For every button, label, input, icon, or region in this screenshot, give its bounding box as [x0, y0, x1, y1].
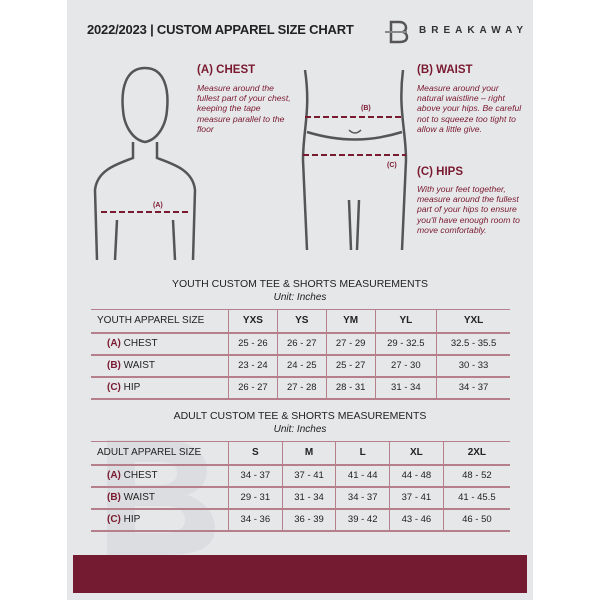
row-label: (A) CHEST [91, 332, 229, 356]
header-label: ADULT APPAREL SIZE [91, 441, 229, 466]
row-name: HIP [123, 514, 141, 525]
page-title: 2022/2023 | CUSTOM APPAREL SIZE CHART [87, 22, 354, 37]
size-header: XL [389, 441, 444, 466]
table-cell: 26 - 27 [276, 332, 327, 356]
table-cell: 25 - 26 [228, 332, 278, 356]
row-label: (C) HIP [91, 508, 229, 532]
table-cell: 48 - 52 [442, 464, 510, 488]
youth-unit: Unit: Inches [273, 292, 327, 303]
table-row: (A) CHEST 34 - 37 37 - 41 41 - 44 44 - 48 48 … [91, 464, 510, 488]
waist-heading: (B) WAIST [417, 64, 473, 76]
brand-name: BREAKAWAY [419, 25, 529, 36]
table-row: (C) HIP 26 - 27 27 - 28 28 - 31 31 - 34 34 - … [91, 376, 510, 400]
row-tag: (A) [107, 338, 121, 349]
table-cell: 37 - 41 [281, 464, 336, 488]
table-row: (B) WAIST 29 - 31 31 - 34 34 - 37 37 - 41 41 … [91, 486, 510, 510]
row-tag: (B) [107, 360, 121, 371]
table-cell: 25 - 27 [325, 354, 376, 378]
table-cell: 27 - 29 [325, 332, 376, 356]
row-tag: (C) [107, 514, 121, 525]
youth-table-title: YOUTH CUSTOM TEE & SHORTS MEASUREMENTS [171, 278, 429, 290]
hips-description: With your feet together, measure around … [417, 184, 520, 235]
table-cell: 46 - 50 [442, 508, 510, 532]
row-name: WAIST [123, 360, 155, 371]
table-cell: 41 - 45.5 [442, 486, 510, 510]
table-cell: 31 - 34 [281, 486, 336, 510]
table-cell: 29 - 32.5 [374, 332, 437, 356]
row-label: (C) HIP [91, 376, 229, 400]
table-cell: 27 - 28 [276, 376, 327, 400]
row-tag: (C) [107, 382, 121, 393]
adult-table-title: ADULT CUSTOM TEE & SHORTS MEASUREMENTS [173, 410, 427, 422]
table-cell: 34 - 36 [228, 508, 283, 532]
lower-body-figure: (B) (C) [301, 70, 408, 251]
chest-heading: (A) CHEST [197, 64, 256, 76]
table-cell: 41 - 44 [335, 464, 390, 488]
table-header-row: ADULT APPAREL SIZE S M L XL 2XL [91, 441, 510, 466]
table-cell: 29 - 31 [228, 486, 283, 510]
row-name: CHEST [123, 470, 158, 481]
waist-description: Measure around your natural waistline – … [417, 83, 522, 134]
row-tag: (B) [107, 492, 121, 503]
chest-marker: (A) [153, 202, 163, 209]
size-header: YXL [436, 309, 510, 334]
footer-bar [73, 555, 527, 593]
size-header: YM [325, 309, 376, 334]
table-cell: 34 - 37 [228, 464, 283, 488]
table-cell: 31 - 34 [374, 376, 437, 400]
table-cell: 30 - 33 [436, 354, 510, 378]
table-cell: 27 - 30 [374, 354, 437, 378]
adult-unit: Unit: Inches [273, 424, 327, 435]
table-cell: 32.5 - 35.5 [436, 332, 510, 356]
size-header: YXS [228, 309, 278, 334]
hips-marker: (C) [387, 162, 397, 169]
table-cell: 23 - 24 [228, 354, 278, 378]
breakaway-logo-icon [385, 20, 409, 44]
upper-body-figure: (A) [93, 66, 197, 261]
chest-description: Measure around the fullest part of your … [197, 83, 291, 134]
size-header: S [228, 441, 283, 466]
size-header: M [281, 441, 336, 466]
table-cell: 36 - 39 [281, 508, 336, 532]
row-label: (B) WAIST [91, 354, 229, 378]
table-cell: 39 - 42 [335, 508, 390, 532]
size-chart-page: 2022/2023 | CUSTOM APPAREL SIZE CHART BR… [67, 0, 533, 600]
size-header: L [335, 441, 390, 466]
table-cell: 34 - 37 [436, 376, 510, 400]
table-row: (B) WAIST 23 - 24 24 - 25 25 - 27 27 - 30 30 … [91, 354, 510, 378]
table-cell: 34 - 37 [335, 486, 390, 510]
table-cell: 37 - 41 [389, 486, 444, 510]
row-name: WAIST [123, 492, 155, 503]
row-name: HIP [123, 382, 141, 393]
table-cell: 43 - 46 [389, 508, 444, 532]
size-header: 2XL [442, 441, 510, 466]
waist-marker: (B) [361, 105, 371, 112]
row-name: CHEST [123, 338, 158, 349]
table-row: (A) CHEST 25 - 26 26 - 27 27 - 29 29 - 32.5 3… [91, 332, 510, 356]
row-tag: (A) [107, 470, 121, 481]
table-cell: 28 - 31 [325, 376, 376, 400]
adult-size-table: ADULT APPAREL SIZE S M L XL 2XL (A) CHEST 34 - … [91, 441, 510, 532]
row-label: (A) CHEST [91, 464, 229, 488]
row-label: (B) WAIST [91, 486, 229, 510]
table-cell: 26 - 27 [228, 376, 278, 400]
table-cell: 44 - 48 [389, 464, 444, 488]
size-header: YS [276, 309, 327, 334]
table-header-row: YOUTH APPAREL SIZE YXS YS YM YL YXL [91, 309, 510, 334]
table-cell: 24 - 25 [276, 354, 327, 378]
hips-heading: (C) HIPS [417, 166, 463, 178]
header-label: YOUTH APPAREL SIZE [91, 309, 229, 334]
size-header: YL [374, 309, 437, 334]
youth-size-table: YOUTH APPAREL SIZE YXS YS YM YL YXL (A) CHEST 2… [91, 309, 510, 400]
table-row: (C) HIP 34 - 36 36 - 39 39 - 42 43 - 46 46 - … [91, 508, 510, 532]
